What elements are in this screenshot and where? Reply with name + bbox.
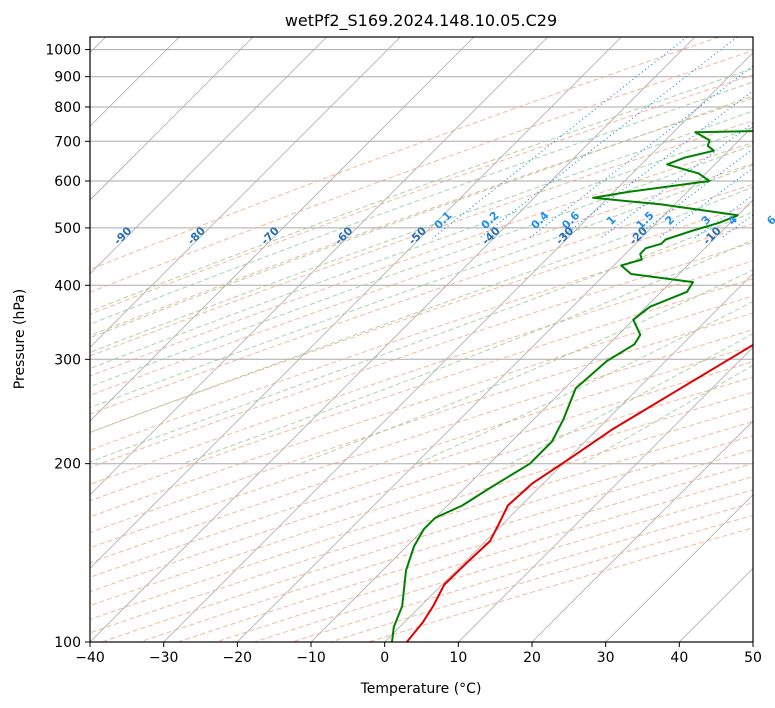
x-tick-label: −40 <box>75 650 105 666</box>
mixing-ratio-line <box>658 167 753 239</box>
dry-adiabat-line <box>90 376 753 593</box>
isotherm-line <box>237 125 753 642</box>
x-tick-label: 0 <box>380 650 389 666</box>
dry-adiabat-line <box>292 502 753 642</box>
dry-adiabat-line <box>90 312 753 534</box>
isotherm-line <box>458 346 753 642</box>
y-tick-label: 600 <box>54 174 81 190</box>
mixing-ratio-label: 2 <box>663 213 678 228</box>
dry-adiabat-line <box>90 120 753 357</box>
moist-adiabat-line <box>182 239 753 465</box>
y-tick-label: 800 <box>54 100 81 116</box>
mixing-ratio-line <box>478 37 738 239</box>
dry-adiabat-line <box>215 476 753 642</box>
isotherm-line <box>90 37 475 422</box>
isotherm-line <box>752 641 753 642</box>
moist-adiabat-line <box>90 144 753 388</box>
x-tick-label: 40 <box>670 650 688 666</box>
moist-adiabat-line <box>299 269 753 465</box>
moist-adiabat-line <box>90 186 753 433</box>
dry-adiabat-line <box>90 391 753 607</box>
isotherm-line <box>384 273 753 642</box>
dry-adiabat-line <box>90 278 753 502</box>
dry-adiabat-line <box>90 163 753 396</box>
dry-adiabat-line <box>90 345 753 564</box>
y-tick-label: 200 <box>54 457 81 473</box>
dry-adiabat-line <box>90 97 753 337</box>
chart-title: wetPf2_S169.2024.148.10.05.C29 <box>285 11 557 31</box>
x-tick-label: 10 <box>449 650 467 666</box>
dry-adiabat-line <box>90 223 753 451</box>
x-tick-label: 50 <box>744 650 762 666</box>
moist-adiabat-line <box>90 67 753 312</box>
dry-adiabat-line <box>90 37 720 271</box>
dry-adiabat-line <box>90 50 753 293</box>
mixing-ratio-line <box>760 37 775 238</box>
x-axis-label: Temperature (°C) <box>360 681 482 697</box>
dry-adiabat-line <box>90 361 753 578</box>
mixing-ratio-line <box>720 214 753 239</box>
isotherm-line <box>605 494 753 642</box>
dry-adiabat-line <box>330 514 753 642</box>
dry-adiabat-line <box>90 142 753 377</box>
dry-adiabat-line <box>177 462 753 642</box>
dry-adiabat-line <box>368 527 753 642</box>
moist-adiabat-line <box>90 110 753 353</box>
moist-adiabat-line <box>416 300 753 465</box>
x-tick-label: −30 <box>149 650 179 666</box>
moist-adiabat-line <box>90 81 753 325</box>
y-axis-label: Pressure (hPa) <box>12 289 28 389</box>
data-layer <box>391 130 753 642</box>
line-label-layer: 0.10.20.40.611.52346810131620253036-90-8… <box>111 209 775 248</box>
isotherm-line <box>163 52 753 642</box>
dry-adiabat-line <box>90 329 753 549</box>
isotherm-line <box>310 199 753 642</box>
isotherm-line <box>90 37 254 201</box>
mixing-ratio-label: 0.4 <box>529 209 552 232</box>
dry-adiabat-line <box>90 183 753 415</box>
mixing-ratio-line <box>432 37 688 239</box>
isotherm-line <box>531 420 753 642</box>
y-tick-label: 100 <box>54 635 81 651</box>
x-tick-label: −10 <box>296 650 326 666</box>
tick-layer: −40 −30 −20 −10 0 10 20 30 40 50 100 200 300 400 500 60… <box>45 43 762 666</box>
dry-adiabat-line <box>90 295 753 518</box>
isotherm-line <box>679 567 753 642</box>
dry-adiabat-line <box>90 203 753 433</box>
isotherm-line <box>90 37 548 496</box>
y-tick-label: 300 <box>54 352 81 368</box>
dry-adiabat-line <box>90 241 753 469</box>
isotherm-line <box>90 37 696 642</box>
dry-adiabat-line <box>90 260 753 485</box>
mixing-ratio-label: 6 <box>764 213 775 228</box>
y-tick-label: 400 <box>54 278 81 294</box>
plot-frame <box>89 36 754 643</box>
dry-adiabat-line <box>90 74 753 315</box>
y-tick-label: 700 <box>54 134 81 150</box>
dry-adiabat-line <box>101 435 753 642</box>
x-tick-label: 20 <box>523 650 541 666</box>
x-tick-label: −20 <box>223 650 253 666</box>
isotherm-line <box>90 37 622 569</box>
dewpoint-profile-line <box>391 130 753 642</box>
isotherm-line <box>90 37 401 348</box>
grid-layer <box>90 37 775 642</box>
x-tick-label: 30 <box>597 650 615 666</box>
y-tick-label: 500 <box>54 221 81 237</box>
y-tick-label: 900 <box>54 70 81 86</box>
mixing-ratio-line <box>559 89 753 239</box>
mixing-ratio-label: 0.1 <box>432 209 455 232</box>
isotherm-line <box>90 37 327 275</box>
temperature-profile-line <box>406 343 753 642</box>
y-tick-label: 1000 <box>45 43 81 59</box>
